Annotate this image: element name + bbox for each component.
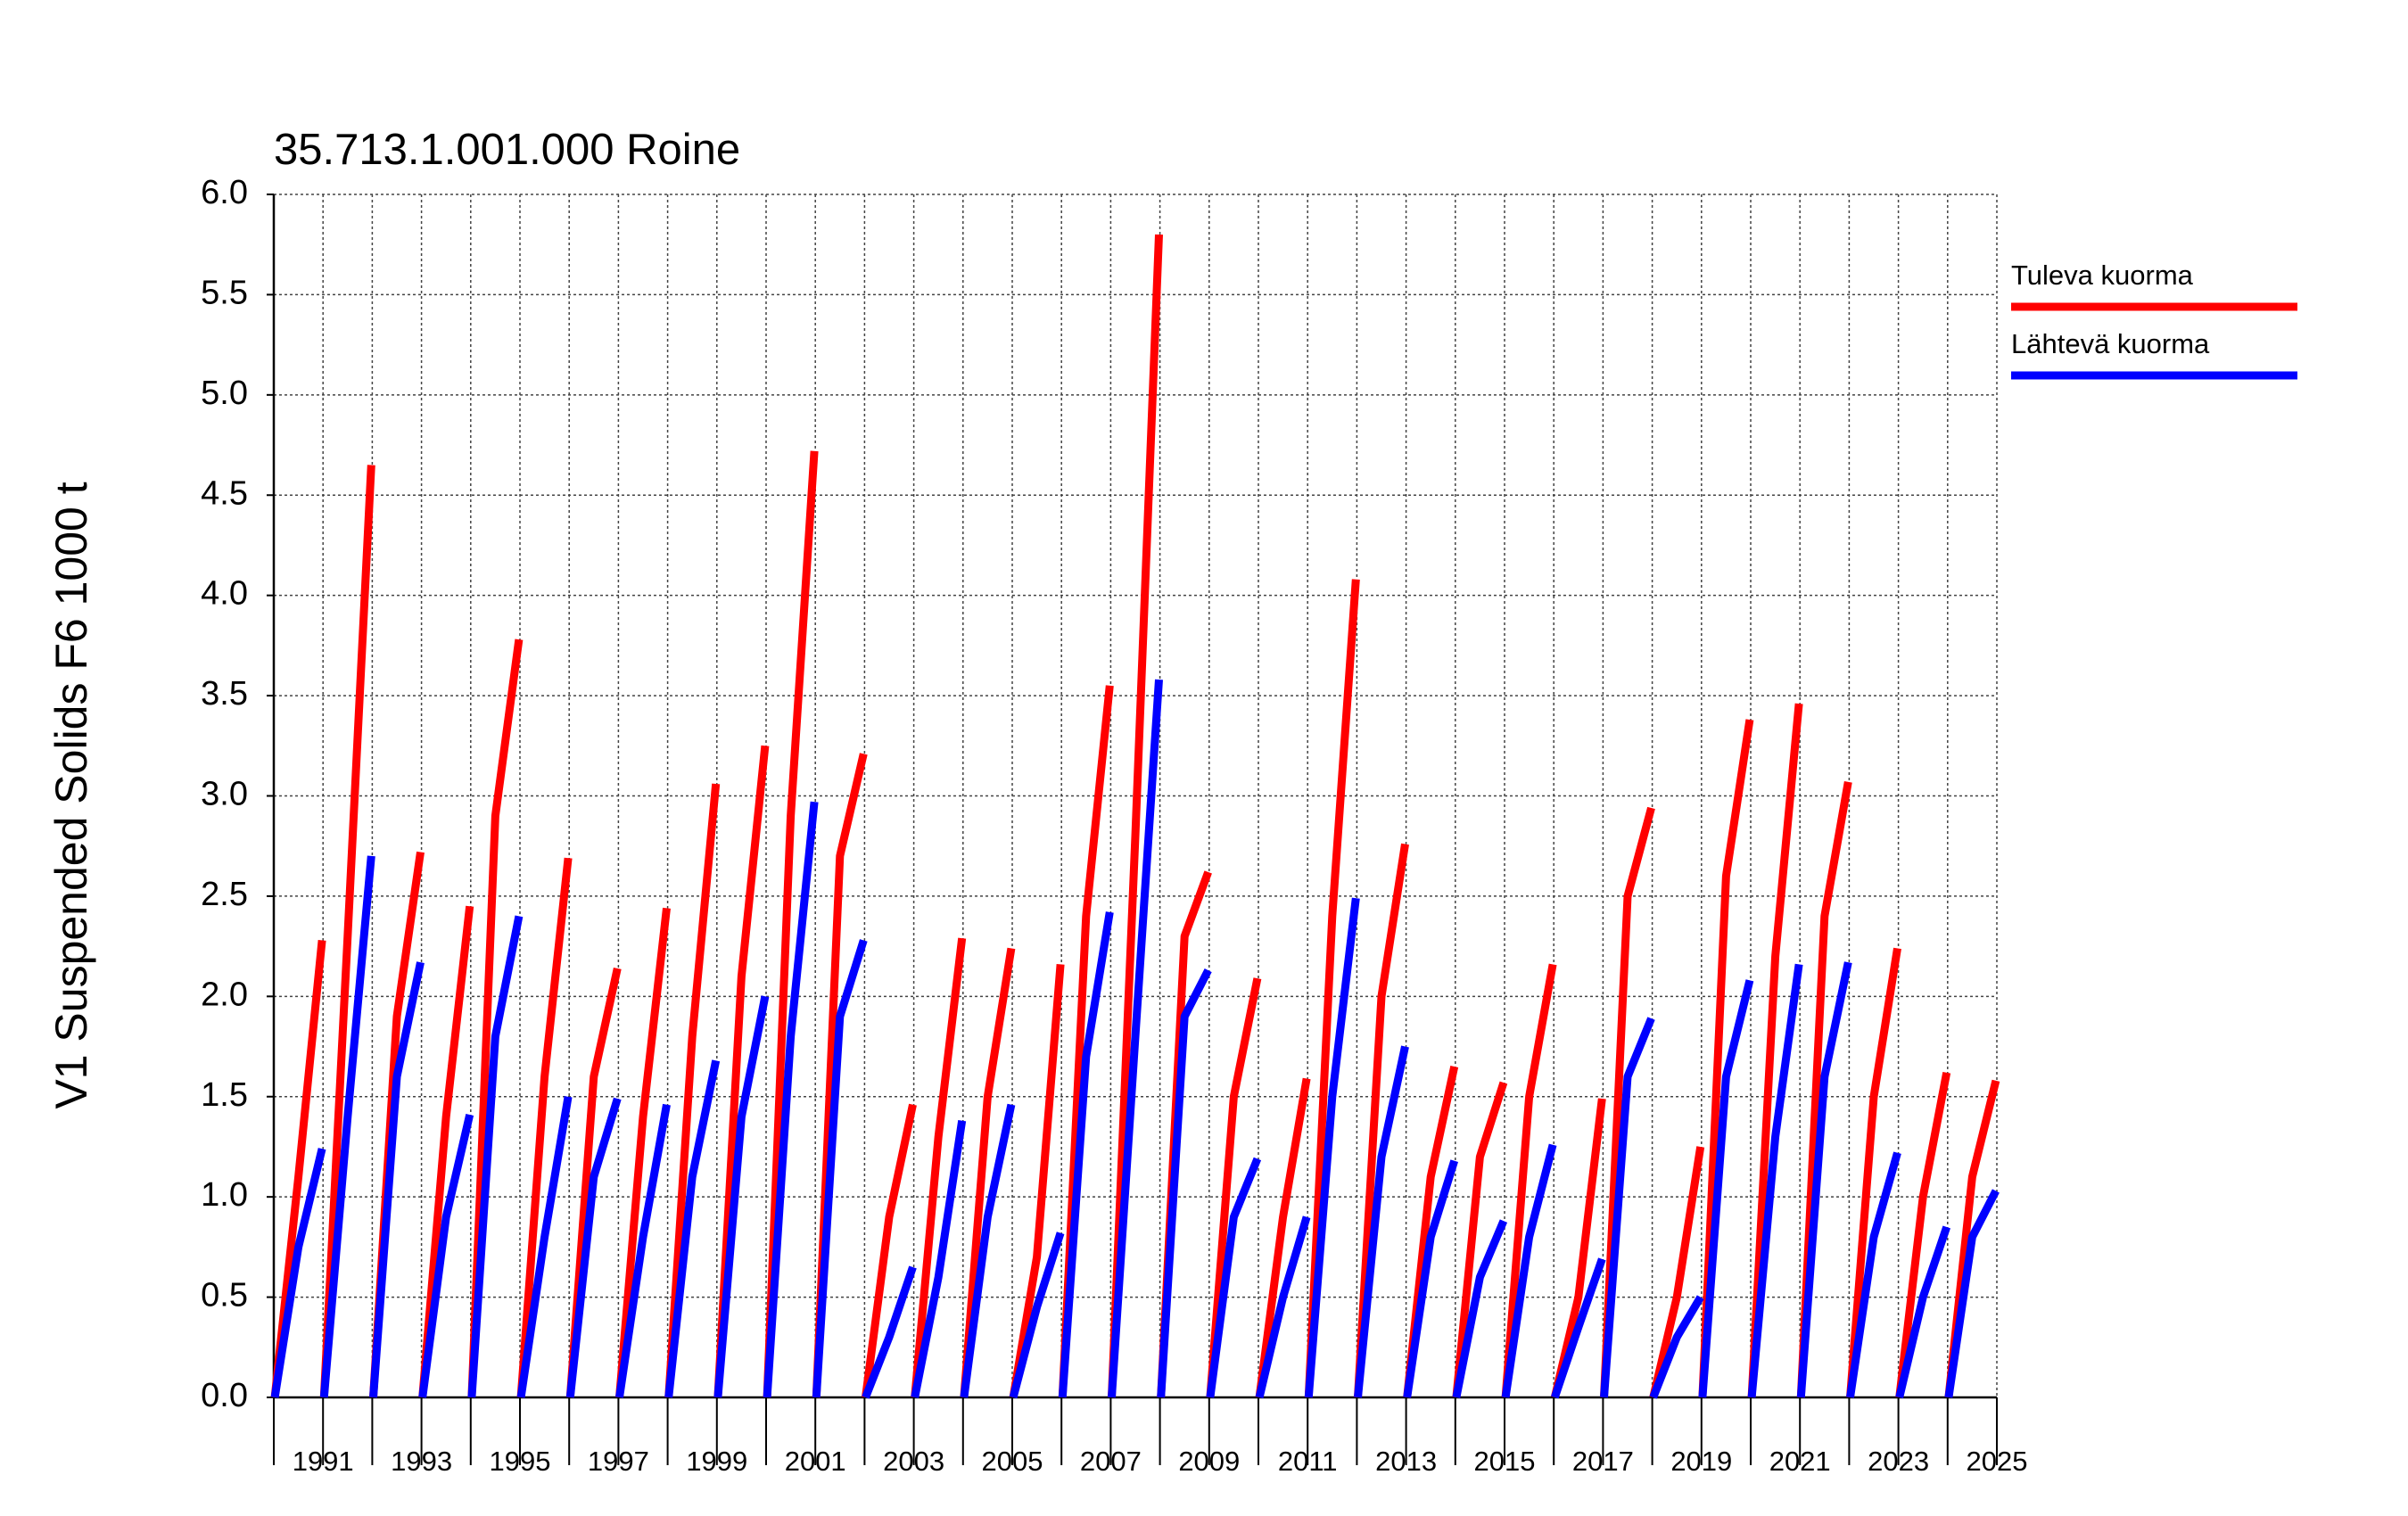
y-tick-label: 5.5	[201, 274, 248, 311]
y-tick-label: 2.5	[201, 876, 248, 913]
x-tick-label: 2021	[1769, 1446, 1831, 1477]
y-tick-label: 6.0	[201, 174, 248, 211]
chart-title: 35.713.1.001.000 Roine	[274, 126, 740, 174]
x-tick-label: 1991	[293, 1446, 354, 1477]
x-tick-label: 2011	[1278, 1446, 1338, 1477]
x-tick-label: 2025	[1967, 1446, 2028, 1477]
x-tick-label: 2017	[1572, 1446, 1634, 1477]
y-tick-label: 3.0	[201, 776, 248, 813]
y-tick-label: 4.0	[201, 575, 248, 613]
x-tick-label: 2009	[1178, 1446, 1240, 1477]
x-tick-label: 2015	[1474, 1446, 1536, 1477]
y-tick-label: 1.0	[201, 1176, 248, 1214]
x-tick-label: 1999	[686, 1446, 747, 1477]
y-tick-label: 2.0	[201, 976, 248, 1013]
x-tick-label: 2019	[1670, 1446, 1732, 1477]
legend-label: Lähtevä kuorma	[2011, 328, 2210, 359]
data-line	[270, 679, 2000, 1399]
y-tick-label: 5.0	[201, 375, 248, 412]
legend-label: Tuleva kuorma	[2011, 260, 2194, 291]
y-tick-label: 3.5	[201, 675, 248, 713]
y-tick-label: 0.0	[201, 1377, 248, 1414]
x-tick-label: 2013	[1375, 1446, 1437, 1477]
x-tick-label: 2023	[1868, 1446, 1929, 1477]
x-tick-label: 2003	[883, 1446, 944, 1477]
x-tick-label: 1993	[391, 1446, 452, 1477]
data-line	[270, 234, 2000, 1399]
x-tick-label: 1997	[588, 1446, 649, 1477]
y-tick-label: 1.5	[201, 1076, 248, 1114]
y-tick-label: 4.5	[201, 474, 248, 512]
y-axis-label: V1 Suspended Solids F6 1000 t	[46, 482, 96, 1108]
x-tick-label: 2007	[1080, 1446, 1142, 1477]
x-tick-label: 2005	[982, 1446, 1043, 1477]
x-tick-label: 1995	[490, 1446, 551, 1477]
y-tick-label: 0.5	[201, 1277, 248, 1314]
x-tick-label: 2001	[785, 1446, 846, 1477]
